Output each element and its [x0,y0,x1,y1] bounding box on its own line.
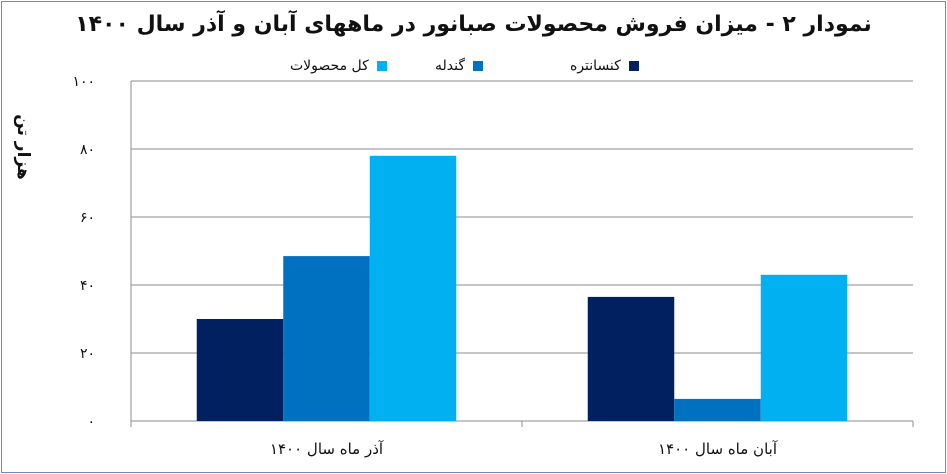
x-category-label: آبان ماه سال ۱۴۰۰ [658,440,778,458]
legend-item-pellet: گندله [435,55,484,77]
y-tick-label: ۱۰۰ [72,74,95,90]
bar-pellet [283,256,370,421]
legend-swatch-pellet [473,61,484,71]
y-tick-label: ۰ [87,414,95,430]
legend-label-pellet: گندله [435,58,466,74]
legend-label-total: کل محصولات [290,58,369,74]
bar-total [760,274,848,421]
bar-concentrate [196,319,284,421]
legend-item-concentrate: کنسانتره [570,55,639,77]
y-tick-label: ۲۰ [80,346,95,362]
legend-item-total: کل محصولات [290,55,387,77]
y-tick-label: ۶۰ [80,210,95,226]
y-tick-label: ۴۰ [80,278,95,294]
legend-swatch-concentrate [628,61,639,71]
chart-title: نمودار ۲ - میزان فروش محصولات صبانور در … [75,12,872,37]
legend-swatch-total [376,61,387,71]
bar-pellet [674,398,761,421]
legend: کنسانتره گندله کل محصولات [290,55,670,77]
x-category-label: آذر ماه سال ۱۴۰۰ [270,440,384,458]
y-tick-label: ۸۰ [80,142,95,158]
legend-label-concentrate: کنسانتره [570,58,621,74]
bar-concentrate [587,296,675,421]
bar-total [369,155,457,422]
